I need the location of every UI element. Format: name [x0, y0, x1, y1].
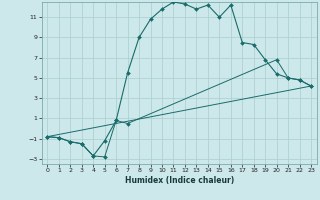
X-axis label: Humidex (Indice chaleur): Humidex (Indice chaleur) [124, 176, 234, 185]
